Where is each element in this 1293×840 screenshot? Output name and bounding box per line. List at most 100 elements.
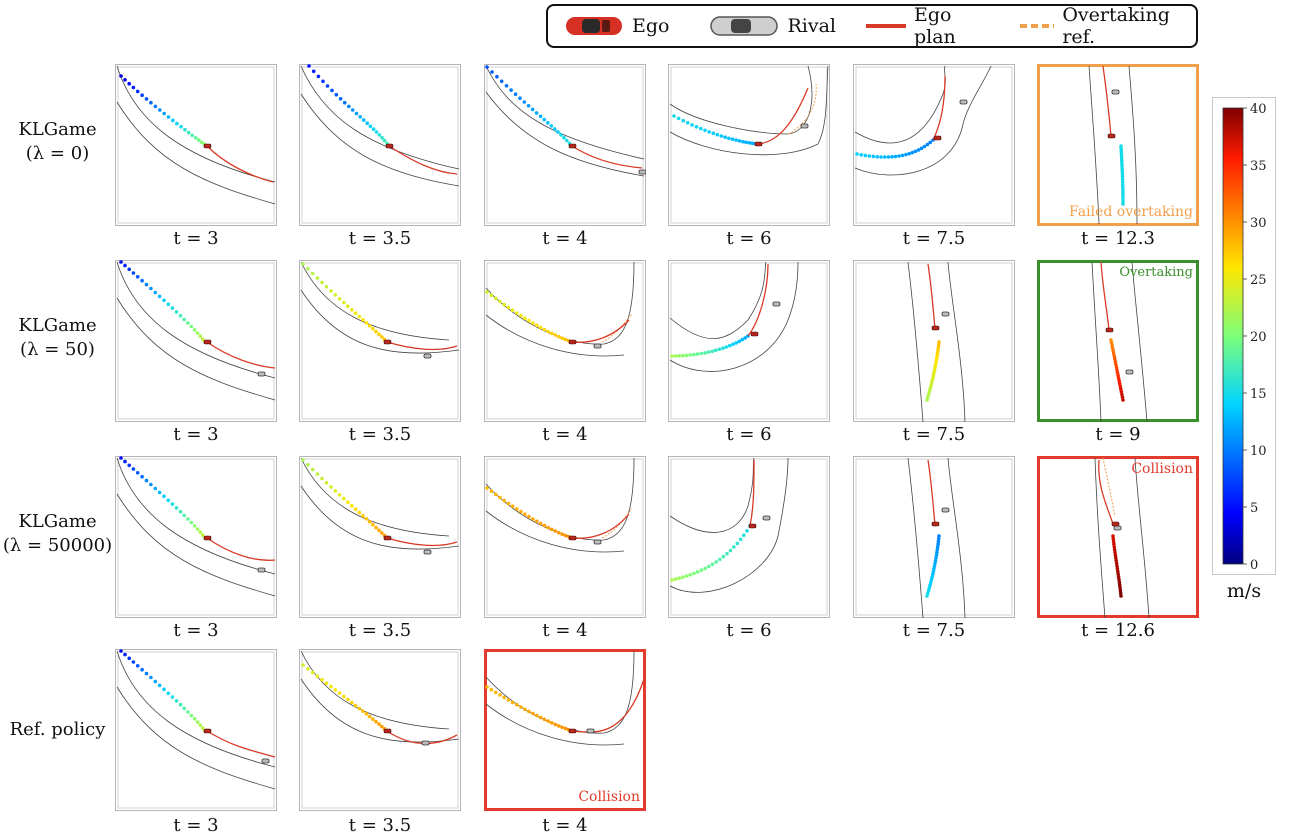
panel-frame	[115, 64, 277, 226]
speed-dot	[329, 289, 333, 293]
speed-dot	[727, 136, 731, 141]
speed-dot	[371, 522, 375, 527]
speed-dot	[719, 134, 724, 138]
speed-dot	[699, 351, 704, 356]
ego-car	[754, 141, 763, 147]
ego-plan-path	[206, 537, 276, 561]
speed-dot	[490, 70, 494, 74]
panel-r2-c6: Overtaking	[1037, 260, 1199, 422]
speed-dot	[549, 527, 554, 532]
speed-dot	[333, 688, 338, 692]
speed-dot	[364, 517, 369, 521]
speed-dot	[553, 722, 558, 727]
speed-dot	[934, 556, 938, 560]
track-edge	[300, 457, 450, 537]
ego-car	[568, 143, 577, 149]
track-edge	[669, 65, 813, 135]
rival-car	[959, 99, 968, 105]
speed-dot	[522, 100, 527, 104]
speed-dot	[135, 89, 140, 94]
speed-dot	[186, 130, 191, 135]
speed-dot	[498, 693, 502, 697]
time-label-r1-c1: t = 3	[173, 228, 219, 249]
speed-dot	[175, 121, 179, 126]
panel-frame	[299, 456, 461, 618]
speed-dot	[337, 297, 342, 301]
speed-dot	[320, 677, 324, 682]
speed-dot	[707, 564, 711, 569]
time-label-r3-c4: t = 6	[726, 620, 772, 641]
speed-dot	[350, 108, 355, 112]
panel-frame	[484, 456, 646, 618]
speed-dot	[724, 345, 729, 349]
track-edge	[947, 261, 966, 422]
ego-plan-path	[386, 537, 458, 547]
track-edge	[300, 289, 460, 354]
speed-dot	[703, 128, 707, 133]
speed-dot	[144, 478, 149, 483]
speed-dot	[364, 321, 369, 325]
speed-dot	[182, 317, 186, 322]
speed-dot	[368, 124, 373, 129]
speed-dot	[937, 534, 941, 538]
speed-dot	[502, 302, 506, 307]
speed-dot	[1119, 154, 1124, 158]
speed-dot	[542, 117, 546, 122]
speed-dot	[930, 575, 934, 579]
speed-dot	[350, 504, 354, 508]
speed-dot	[936, 536, 941, 541]
speed-dot	[932, 371, 936, 375]
time-label-r1-c2: t = 3.5	[348, 228, 412, 249]
track-edge	[485, 457, 635, 541]
speed-dot	[186, 321, 190, 325]
legend-ego-label: Ego	[632, 15, 670, 37]
speed-dot	[170, 502, 175, 506]
speed-dot	[374, 130, 379, 134]
speed-dot	[931, 572, 935, 576]
panel-r1-c6: Failed overtaking	[1037, 64, 1199, 226]
panel-r3-c5	[853, 456, 1015, 618]
speed-dot	[553, 529, 558, 533]
ego-car	[931, 521, 940, 527]
panel-frame	[115, 456, 277, 618]
panel-inner-frame	[486, 262, 644, 420]
speed-dot	[330, 88, 334, 93]
speed-dot	[371, 127, 376, 131]
panel-frame	[853, 456, 1015, 618]
speed-dot	[201, 726, 205, 730]
track-edge	[485, 314, 625, 357]
row-label-2-line2: (λ = 50)	[20, 339, 95, 360]
speed-dot	[926, 588, 931, 593]
time-label-r2-c3: t = 4	[542, 424, 588, 445]
panel-frame	[299, 64, 461, 226]
speed-dot	[922, 144, 927, 149]
speed-dot	[681, 575, 685, 579]
speed-dot	[1115, 564, 1119, 568]
speed-dot	[1109, 338, 1113, 342]
speed-dot	[1114, 362, 1118, 367]
speed-dot	[552, 127, 557, 131]
panel-frame	[853, 260, 1015, 422]
time-label-r4-c3: t = 4	[542, 815, 588, 836]
speed-dot	[510, 308, 515, 312]
panel-frame	[1037, 260, 1199, 422]
track-edge	[669, 457, 755, 533]
speed-dot	[855, 152, 859, 156]
speed-dot	[306, 267, 310, 271]
rival-car	[1113, 525, 1122, 531]
rival-car	[593, 539, 602, 545]
speed-dot	[926, 392, 931, 397]
speed-dot	[350, 700, 354, 705]
speed-dot	[1120, 167, 1124, 171]
speed-dot	[178, 313, 183, 318]
track-edge	[485, 91, 645, 177]
speed-dot	[711, 131, 716, 136]
speed-dot	[192, 717, 197, 721]
speed-dot	[934, 360, 938, 365]
speed-dot	[346, 500, 350, 504]
track-edge	[669, 65, 829, 156]
track-edge	[300, 650, 450, 730]
speed-dot	[186, 517, 190, 521]
speed-dot	[538, 521, 543, 526]
speed-dot	[382, 138, 387, 143]
